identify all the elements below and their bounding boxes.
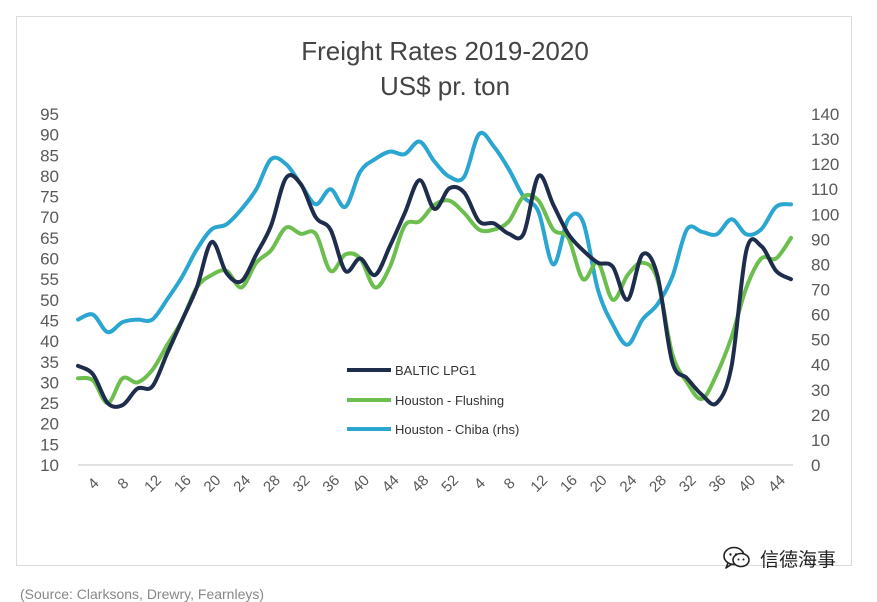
right-y-tick-label: 120 [811, 155, 839, 174]
left-y-tick-label: 65 [40, 229, 59, 248]
left-y-tick-label: 30 [40, 373, 59, 392]
x-tick-label: 32 [676, 472, 700, 496]
right-y-tick-label: 70 [811, 281, 830, 300]
x-tick-label: 24 [617, 472, 641, 496]
right-y-tick-label: 30 [811, 381, 830, 400]
right-y-tick-label: 40 [811, 356, 830, 375]
right-y-tick-label: 140 [811, 105, 839, 124]
x-tick-label: 12 [527, 472, 551, 496]
legend: BALTIC LPG1 Houston - Flushing Houston -… [347, 363, 519, 437]
watermark: 信德海事 [722, 543, 836, 573]
legend-label-baltic-lpg1: BALTIC LPG1 [395, 363, 476, 378]
left-y-tick-label: 80 [40, 167, 59, 186]
chart-title: Freight Rates 2019-2020 [301, 36, 589, 66]
x-tick-label: 40 [349, 472, 373, 496]
left-y-tick-label: 25 [40, 394, 59, 413]
right-y-tick-label: 110 [811, 180, 838, 199]
x-tick-label: 44 [379, 472, 403, 496]
x-tick-label: 28 [646, 472, 670, 496]
x-tick-label: 8 [501, 475, 519, 493]
x-tick-label: 32 [290, 472, 314, 496]
wechat-icon [723, 546, 750, 569]
left-y-tick-label: 90 [40, 126, 59, 145]
x-tick-label: 28 [260, 472, 284, 496]
left-y-tick-label: 20 [40, 415, 59, 434]
chart-frame: Freight Rates 2019-2020 US$ pr. ton 10 15… [16, 16, 852, 566]
left-y-tick-label: 60 [40, 250, 59, 269]
left-y-tick-label: 85 [40, 146, 59, 165]
freight-rates-chart: Freight Rates 2019-2020 US$ pr. ton 10 15… [40, 36, 839, 496]
left-y-tick-label: 40 [40, 332, 59, 351]
x-tick-label: 36 [319, 472, 343, 496]
left-y-tick-label: 75 [40, 188, 59, 207]
x-tick-label: 12 [141, 472, 165, 496]
left-y-tick-label: 50 [40, 291, 59, 310]
series-layer [76, 130, 793, 409]
right-y-tick-label: 90 [811, 230, 830, 249]
left-y-tick-label: 15 [40, 435, 59, 454]
chart-subtitle: US$ pr. ton [380, 71, 510, 101]
right-y-tick-label: 60 [811, 306, 830, 325]
x-axis: 4 8 12 16 20 24 28 32 36 40 44 48 52 4 8 12 16 20 24 28 32 36… [85, 472, 789, 496]
x-tick-label: 8 [114, 475, 132, 493]
left-y-tick-label: 55 [40, 270, 59, 289]
right-y-tick-label: 80 [811, 255, 830, 274]
x-tick-label: 44 [765, 472, 789, 496]
series-line-baltic-lpg1 [76, 173, 793, 409]
right-y-tick-label: 130 [811, 130, 839, 149]
legend-label-houston-flushing: Houston - Flushing [395, 393, 504, 408]
x-tick-label: 40 [735, 472, 759, 496]
right-y-tick-label: 50 [811, 331, 830, 350]
x-tick-label: 36 [706, 472, 730, 496]
right-y-axis: 0 10 20 30 40 50 60 70 80 90 100 110 120 130 140 [811, 105, 839, 475]
x-tick-label: 16 [557, 472, 581, 496]
series-line-houston-chiba-rhs [76, 130, 793, 347]
left-y-tick-label: 45 [40, 311, 59, 330]
x-tick-label: 4 [471, 475, 489, 493]
x-tick-label: 4 [85, 475, 103, 493]
watermark-text: 信德海事 [760, 548, 837, 571]
source-note: (Source: Clarksons, Drewry, Fearnleys) [20, 586, 265, 602]
left-y-tick-label: 35 [40, 353, 59, 372]
x-tick-label: 20 [201, 472, 225, 496]
left-y-tick-label: 95 [40, 105, 59, 124]
legend-label-houston-chiba: Houston - Chiba (rhs) [395, 422, 519, 437]
x-tick-label: 16 [171, 472, 195, 496]
x-tick-label: 20 [587, 472, 611, 496]
x-tick-label: 48 [409, 472, 433, 496]
right-y-tick-label: 0 [811, 456, 820, 475]
right-y-tick-label: 20 [811, 406, 830, 425]
right-y-tick-label: 10 [811, 431, 830, 450]
x-tick-label: 24 [230, 472, 254, 496]
left-y-tick-label: 70 [40, 208, 59, 227]
right-y-tick-label: 100 [811, 205, 839, 224]
x-tick-label: 52 [438, 472, 462, 496]
left-y-tick-label: 10 [40, 456, 59, 475]
